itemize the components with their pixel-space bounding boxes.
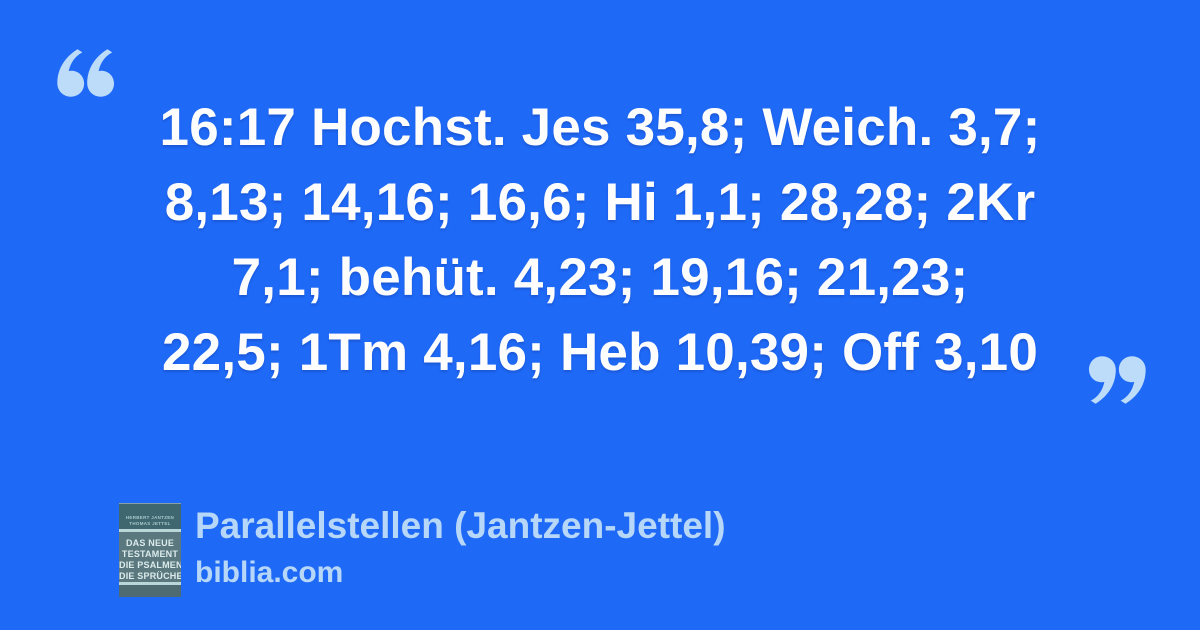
book-cover-bottom-band bbox=[119, 585, 181, 597]
book-cover-title: DAS NEUE TESTAMENT DIE PSALMEN DIE SPRÜC… bbox=[119, 532, 181, 582]
book-cover-title-line: DAS NEUE bbox=[125, 538, 175, 548]
quote-line: 22,5; 1Tm 4,16; Heb 10,39; Off 3,10 bbox=[161, 323, 1038, 382]
book-cover-title-line: DIE PSALMEN bbox=[119, 560, 181, 570]
book-cover-author-line: HERBERT JANTZEN bbox=[125, 515, 175, 520]
book-cover-title-line: TESTAMENT bbox=[121, 549, 179, 559]
resource-title: Parallelstellen (Jantzen-Jettel) bbox=[195, 505, 726, 546]
quote-text: 16:17 Hochst. Jes 35,8; Weich. 3,7; 8,13… bbox=[0, 90, 1200, 390]
site-name: biblia.com bbox=[195, 556, 344, 589]
footer-text: Parallelstellen (Jantzen-Jettel) biblia.… bbox=[195, 503, 726, 591]
book-cover-author-line: THOMAS JETTEL bbox=[129, 521, 171, 526]
book-cover-thumbnail: HERBERT JANTZEN THOMAS JETTEL DAS NEUE T… bbox=[119, 503, 181, 597]
book-cover-authors: HERBERT JANTZEN THOMAS JETTEL bbox=[119, 504, 181, 529]
quote-line: 7,1; behüt. 4,23; 19,16; 21,23; bbox=[231, 248, 969, 307]
footer: HERBERT JANTZEN THOMAS JETTEL DAS NEUE T… bbox=[119, 503, 726, 597]
book-cover-stripe bbox=[119, 582, 181, 585]
close-quote-icon bbox=[1089, 354, 1147, 406]
quote-line: 16:17 Hochst. Jes 35,8; Weich. 3,7; bbox=[159, 98, 1041, 157]
quote-line: 8,13; 14,16; 16,6; Hi 1,1; 28,28; 2Kr bbox=[164, 173, 1036, 232]
book-cover-stripe bbox=[119, 529, 181, 532]
open-quote-icon bbox=[56, 47, 114, 99]
book-cover-title-line: DIE SPRÜCHE bbox=[119, 571, 181, 581]
